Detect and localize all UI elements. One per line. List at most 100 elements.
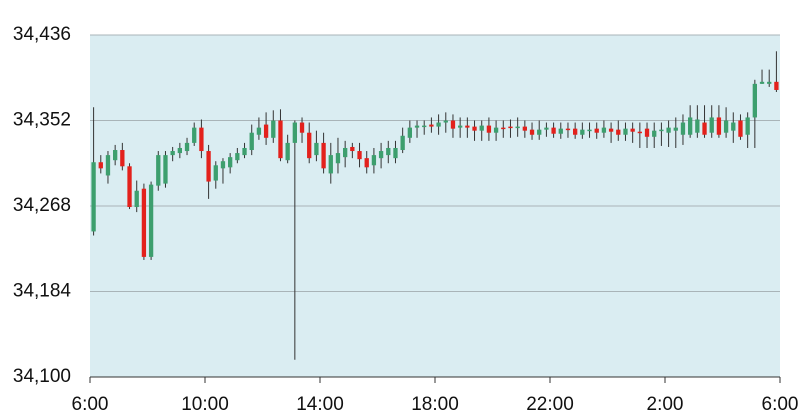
candle-body xyxy=(213,165,218,181)
candle-body xyxy=(774,81,779,90)
candle-body xyxy=(508,126,513,129)
candle-body xyxy=(673,127,678,131)
candle-body xyxy=(573,128,578,135)
candle-body xyxy=(450,120,456,129)
candle-body xyxy=(192,127,197,143)
candle-body xyxy=(709,117,714,133)
candle-body xyxy=(680,122,686,135)
candle-body xyxy=(422,125,427,128)
x-tick-label: 2:00 xyxy=(647,394,684,415)
x-tick-label: 22:00 xyxy=(526,394,574,415)
candle-body xyxy=(630,128,635,132)
candle-body xyxy=(371,155,377,166)
candle-body xyxy=(601,127,607,133)
y-tick-label: 34,184 xyxy=(13,281,72,302)
candle-body xyxy=(285,142,290,161)
candle-body xyxy=(321,142,326,169)
x-tick-label: 18:00 xyxy=(411,394,459,415)
candle-body xyxy=(515,126,520,129)
candle-body xyxy=(113,150,118,161)
candle-body xyxy=(666,127,671,133)
candle-body xyxy=(558,128,563,134)
candle-body xyxy=(465,125,470,128)
candle-body xyxy=(659,129,664,132)
candle-body xyxy=(501,127,506,130)
x-tick-label: 10:00 xyxy=(181,394,229,415)
x-tick-label: 6:00 xyxy=(72,394,109,415)
candle-body xyxy=(235,153,240,161)
candle-body xyxy=(271,120,276,138)
x-tick-label: 14:00 xyxy=(296,394,344,415)
candle-body xyxy=(587,129,592,132)
y-tick-label: 34,100 xyxy=(13,366,71,387)
candle-body xyxy=(565,128,571,131)
candle-body xyxy=(702,122,707,135)
candle-body xyxy=(529,129,535,135)
candle-body xyxy=(98,162,103,169)
candle-body xyxy=(429,124,434,127)
y-tick-label: 34,352 xyxy=(13,110,71,131)
candle-body xyxy=(443,120,448,123)
candle-body xyxy=(350,146,355,152)
candle-body xyxy=(364,158,369,168)
candle-body xyxy=(170,151,175,156)
candle-body xyxy=(407,127,412,138)
candle-body xyxy=(163,155,168,184)
candle-body xyxy=(400,135,405,151)
candle-body xyxy=(307,132,312,159)
candle-body xyxy=(436,122,441,127)
candle-body xyxy=(335,153,341,164)
candle-body xyxy=(479,125,484,131)
candle-body xyxy=(544,127,549,130)
candle-body xyxy=(537,129,542,135)
candle-body xyxy=(199,127,204,152)
candle-body xyxy=(723,120,729,133)
candle-body xyxy=(105,155,111,176)
candle-body xyxy=(148,184,154,257)
candle-body xyxy=(551,127,556,134)
candle-body xyxy=(688,117,693,135)
candle-body xyxy=(378,151,384,159)
candle-body xyxy=(141,188,147,257)
candle-body xyxy=(343,147,348,158)
candle-body xyxy=(177,147,182,154)
candle-body xyxy=(184,142,190,152)
x-tick-label: 6:00 xyxy=(762,394,799,415)
candle-body xyxy=(759,81,765,84)
candle-body xyxy=(278,120,283,159)
y-tick-label: 34,268 xyxy=(13,195,71,216)
candle-body xyxy=(695,119,700,133)
candle-body xyxy=(472,126,477,131)
candle-body xyxy=(292,122,297,143)
candle-body xyxy=(314,142,319,156)
candle-body xyxy=(616,129,621,135)
candle-body xyxy=(249,132,254,151)
candle-body xyxy=(386,147,391,156)
candle-body xyxy=(731,122,736,131)
candle-body xyxy=(738,120,743,137)
candle-body xyxy=(580,129,585,135)
candle-body xyxy=(767,81,772,84)
candle-body xyxy=(623,128,628,135)
candle-body xyxy=(522,126,527,131)
y-tick-label: 34,436 xyxy=(13,24,71,45)
candle-body xyxy=(745,117,750,135)
candle-body xyxy=(134,190,139,208)
candle-body xyxy=(91,162,96,232)
candle-body xyxy=(299,122,305,133)
candle-body xyxy=(156,155,161,186)
candle-body xyxy=(242,147,247,156)
candle-body xyxy=(414,125,420,128)
candle-body xyxy=(458,125,463,128)
candle-body xyxy=(594,128,599,133)
candle-body xyxy=(637,131,642,134)
candle-body xyxy=(393,147,398,159)
candle-body xyxy=(220,161,226,169)
candle-body xyxy=(228,157,233,168)
candle-body xyxy=(486,125,492,133)
candle-body xyxy=(644,128,650,137)
candle-body xyxy=(493,127,499,133)
candle-body xyxy=(652,130,657,137)
candle-body xyxy=(608,128,614,132)
